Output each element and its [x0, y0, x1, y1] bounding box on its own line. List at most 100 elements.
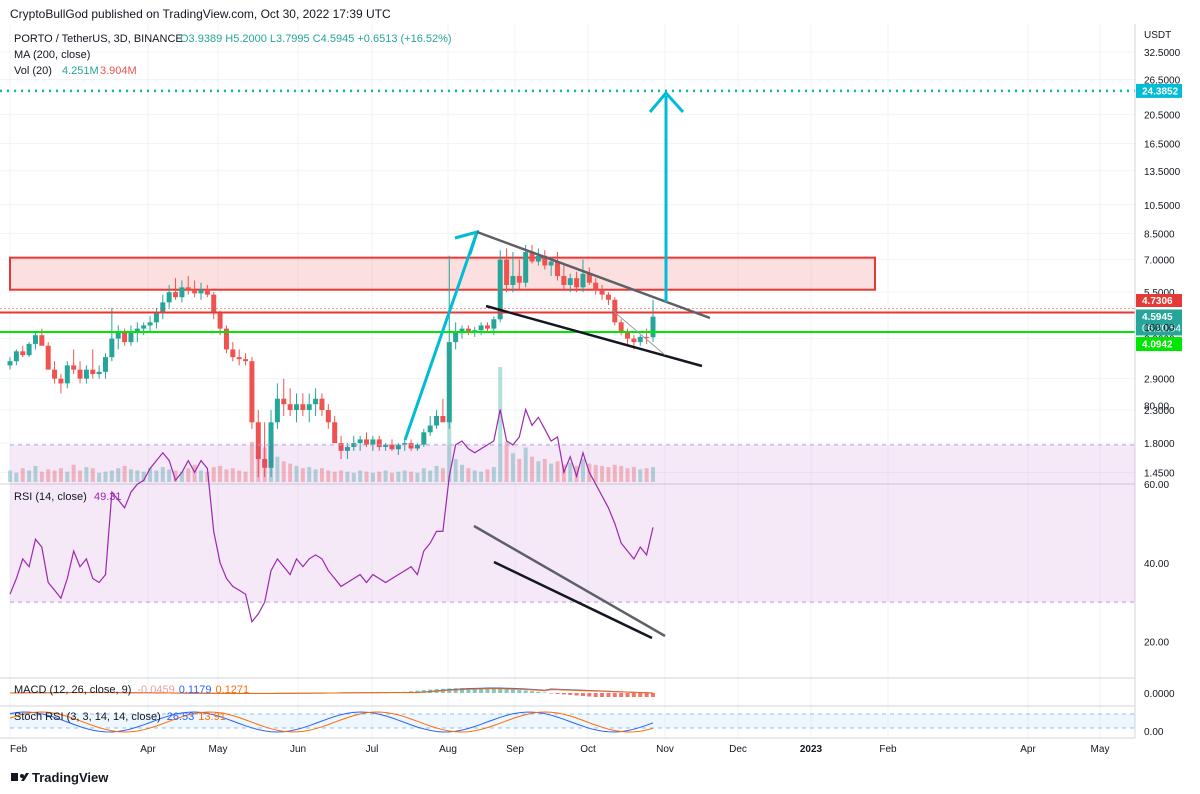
candle-body: [313, 398, 319, 405]
volume-bar: [396, 471, 401, 482]
countdown-tag: 06:20:54: [1142, 323, 1181, 334]
candle-body: [236, 357, 242, 360]
candle-body: [13, 351, 19, 362]
resistance-price-tag: 4.7306: [1142, 296, 1173, 307]
tradingview-logo[interactable]: TradingView: [11, 770, 109, 785]
time-axis-label: Jul: [366, 744, 379, 755]
wedge-inner-line: [611, 309, 666, 356]
macd-value-2: 0.1179: [179, 684, 212, 696]
volume-bar: [97, 472, 102, 482]
candle-body: [300, 404, 306, 410]
volume-bar: [409, 471, 414, 482]
macd-histogram-bar: [536, 691, 541, 693]
volume-bar: [307, 467, 312, 482]
candle-body: [351, 443, 357, 447]
volume-bar: [78, 470, 83, 482]
macd-histogram-bar: [466, 688, 471, 693]
macd-histogram-bar: [523, 690, 528, 693]
candle-body: [504, 259, 510, 285]
volume-bar: [600, 465, 605, 482]
vol-value-1: 4.251M: [62, 65, 99, 77]
candle-body: [612, 299, 618, 323]
candle-body: [179, 287, 185, 298]
volume-bar: [472, 470, 477, 482]
candle-body: [217, 313, 223, 329]
time-axis-label: Nov: [656, 744, 674, 755]
symbol-legend: PORTO / TetherUS, 3D, BINANCE: [14, 33, 183, 45]
volume-bar: [243, 471, 248, 482]
volume-bar: [440, 468, 445, 482]
volume-bar: [218, 465, 223, 482]
candle-body: [555, 261, 561, 276]
candle-body: [141, 325, 147, 329]
macd-histogram-bar: [612, 693, 617, 697]
candle-body: [535, 255, 541, 262]
candle-body: [325, 409, 331, 423]
volume-bar: [326, 470, 331, 482]
volume-bar: [46, 469, 51, 482]
volume-bar: [383, 470, 388, 482]
rsi-upper-trendline: [473, 524, 666, 638]
macd-histogram-bar: [625, 693, 630, 697]
logo-slash-icon: [21, 773, 29, 781]
candle-body: [45, 345, 51, 370]
candle-body: [395, 444, 401, 450]
stoch-pane: [9, 711, 1135, 733]
rsi-axis: 100.00 80.00 60.00 40.00 20.00: [1144, 323, 1175, 648]
wedge-upper-line: [476, 230, 711, 320]
volume-bar: [109, 470, 114, 482]
candle-body: [262, 459, 268, 468]
volume-bar: [122, 465, 127, 482]
volume-bar: [116, 468, 121, 482]
candle-body: [427, 425, 433, 433]
impulse-arrow-head: [454, 229, 480, 255]
volume-bar: [90, 468, 95, 482]
macd-histogram-bar: [600, 693, 605, 697]
candle-body: [586, 273, 592, 283]
macd-histogram-bar: [651, 693, 655, 697]
candle-body: [376, 439, 382, 447]
candle-body: [542, 255, 548, 266]
wedge-lower-line: [485, 304, 703, 368]
rsi-legend: RSI (14, close): [14, 491, 87, 503]
candle-body: [39, 335, 45, 346]
volume-bar: [249, 441, 254, 482]
rsi-pane: [9, 407, 1135, 640]
volume-bar: [402, 470, 407, 482]
time-axis-label: Apr: [140, 744, 156, 755]
macd-value-1: -0.0459: [137, 684, 174, 696]
currency-label: USDT: [1144, 30, 1171, 41]
candle-body: [478, 325, 484, 331]
macd-histogram-bar: [593, 693, 598, 697]
volume-bar: [638, 469, 643, 482]
volume-bar: [103, 471, 108, 482]
candle-body: [491, 319, 497, 329]
rsi-value: 49.31: [94, 491, 122, 503]
volume-bar: [173, 470, 178, 482]
price-tick-label: 16.5000: [1144, 140, 1181, 151]
stoch-d-line: [9, 711, 654, 733]
rsi-tick-label: 40.00: [1144, 559, 1169, 570]
volume-bar: [377, 471, 382, 482]
candle-body: [109, 338, 115, 358]
macd-histogram-bar: [574, 693, 579, 696]
volume-bar: [389, 472, 394, 482]
volume-bar: [364, 471, 369, 482]
candle-body: [319, 398, 325, 410]
candle-body: [122, 331, 128, 343]
price-tick-label: 32.5000: [1144, 48, 1181, 59]
candle-body: [293, 404, 299, 410]
volume-bar: [510, 453, 515, 482]
stoch-k-value: 26.53: [167, 711, 195, 723]
price-pane-grid: [0, 24, 1135, 738]
candles[interactable]: [7, 244, 656, 478]
candle-body: [497, 259, 503, 320]
macd-histogram-bar: [638, 693, 643, 697]
volume-bar: [606, 467, 611, 482]
macd-histogram-bar: [517, 690, 522, 693]
volume-bar: [154, 470, 159, 482]
candle-body: [389, 444, 395, 450]
volume-bar: [555, 461, 560, 482]
